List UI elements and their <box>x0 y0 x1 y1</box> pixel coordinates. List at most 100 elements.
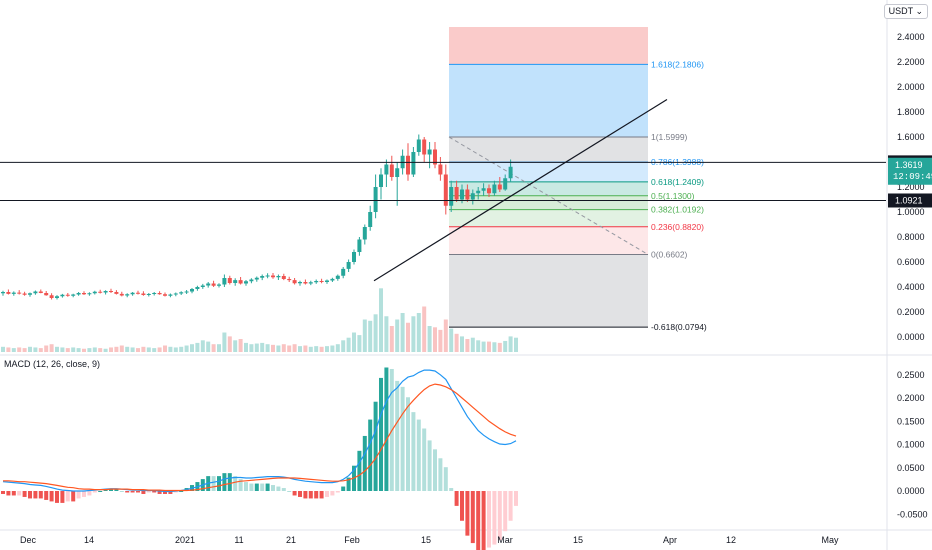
macd-histogram-bar <box>114 489 119 491</box>
macd-histogram-bar <box>98 491 103 492</box>
candle-body <box>238 280 243 284</box>
candle-body <box>416 139 421 152</box>
candle-body <box>141 293 146 295</box>
volume-bar <box>200 340 205 352</box>
candle-body <box>427 149 432 155</box>
time-axis-label: 12 <box>726 535 736 545</box>
macd-histogram-bar <box>438 458 443 491</box>
macd-indicator-title: MACD (12, 26, close, 9) <box>4 359 101 369</box>
macd-histogram-bar <box>17 491 22 496</box>
macd-histogram-bar <box>346 477 351 491</box>
candle-body <box>411 152 416 175</box>
candle-body <box>384 164 389 175</box>
volume-bar <box>476 340 481 352</box>
candle-body <box>314 281 319 283</box>
volume-bar <box>76 348 81 352</box>
volume-bar <box>65 348 70 352</box>
trend-line <box>373 98 668 282</box>
macd-histogram-bar <box>287 491 292 492</box>
volume-bar <box>508 336 513 352</box>
fib-zone-0236 <box>449 226 648 255</box>
macd-histogram-bar <box>416 419 421 491</box>
candle-body <box>395 168 400 177</box>
candle-body <box>168 294 173 296</box>
candle-body <box>211 283 216 286</box>
volume-bar <box>346 337 351 352</box>
volume-bar <box>87 348 92 352</box>
candle-body <box>227 278 232 283</box>
macd-histogram-bar <box>92 491 97 493</box>
volume-bar <box>438 329 443 352</box>
candle-body <box>222 278 227 285</box>
macd-histogram-bar <box>443 467 448 491</box>
volume-bar <box>254 343 259 352</box>
volume-bar <box>125 346 130 352</box>
volume-bar <box>6 347 11 352</box>
price-axis-tick-label: 2.0000 <box>897 82 925 92</box>
volume-bar <box>265 344 270 352</box>
macd-histogram-bar <box>357 450 362 491</box>
candle-body <box>303 282 308 284</box>
volume-bar <box>465 339 470 352</box>
volume-bar <box>303 345 308 352</box>
macd-axis-tick-label: 0.0500 <box>897 463 925 473</box>
candle-body <box>438 164 443 175</box>
volume-bar <box>373 314 378 352</box>
fib-zone-0786 <box>449 162 648 182</box>
fib-level-label: 1(1.5999) <box>651 132 688 142</box>
macd-histogram-bar <box>173 491 178 493</box>
fib-level-label: 1.618(2.1806) <box>651 59 704 69</box>
price-line-tag <box>888 193 932 208</box>
fib-level-label: 0.382(1.0192) <box>651 205 704 215</box>
candle-body <box>33 291 38 294</box>
macd-histogram-bar <box>22 491 27 497</box>
candle-body <box>406 155 410 175</box>
candle-body <box>281 276 286 279</box>
volume-bar <box>395 319 400 352</box>
macd-axis-tick-label: -0.0500 <box>897 509 928 519</box>
volume-bar <box>271 344 275 352</box>
volume-bar <box>157 347 162 352</box>
candle-body <box>470 193 475 200</box>
candle-body <box>244 281 248 284</box>
volume-bar <box>427 326 432 352</box>
macd-histogram-bar <box>379 377 383 491</box>
volume-bar <box>368 320 373 352</box>
currency-button[interactable]: USDT ⌄ <box>883 4 928 19</box>
candle-body <box>49 295 54 298</box>
candle-body <box>357 239 362 252</box>
candle-body <box>271 275 275 278</box>
volume-bar <box>28 346 32 352</box>
volume-bar <box>179 346 184 352</box>
volume-bar <box>33 347 38 352</box>
macd-histogram-bar <box>281 488 286 491</box>
candle-body <box>508 166 513 179</box>
candle-body <box>65 294 70 296</box>
volume-bar <box>422 306 427 352</box>
candle-body <box>125 294 130 296</box>
volume-bar <box>173 347 178 352</box>
macd-histogram-bar <box>222 473 227 491</box>
candle-body <box>163 294 167 296</box>
price-axis-tick-label: 0.6000 <box>897 257 925 267</box>
macd-histogram-bar <box>362 435 367 491</box>
macd-histogram-bar <box>109 489 113 491</box>
fib-trend-dashed-line <box>448 136 649 255</box>
volume-bar <box>325 346 329 352</box>
volume-bar <box>82 348 86 352</box>
fib-level-label: 0.5(1.1300) <box>651 191 695 201</box>
candle-body <box>276 276 281 278</box>
volume-bar <box>411 316 416 352</box>
macd-histogram-bar <box>71 491 76 502</box>
macd-histogram-bar <box>422 428 427 491</box>
macd-histogram-bar <box>406 397 410 491</box>
candle-body <box>136 292 140 294</box>
fib-zone-1 <box>449 137 648 163</box>
fib-zone-0618 <box>449 181 648 196</box>
macd-histogram-bar <box>325 491 329 497</box>
volume-bar <box>249 344 254 352</box>
volume-bar <box>244 342 248 352</box>
macd-histogram-bar <box>28 491 32 499</box>
candle-body <box>433 149 437 165</box>
